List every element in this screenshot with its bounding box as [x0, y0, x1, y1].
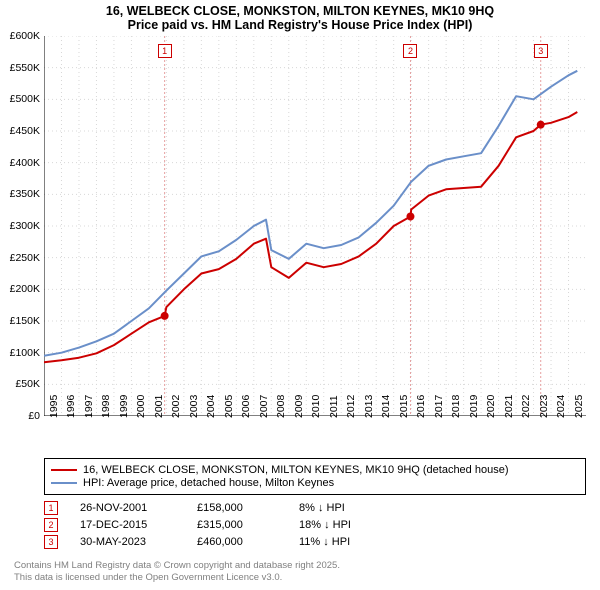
legend-label-price: 16, WELBECK CLOSE, MONKSTON, MILTON KEYN…	[83, 464, 509, 476]
legend-swatch-price	[51, 469, 77, 471]
x-tick-label: 1995	[48, 395, 60, 418]
x-tick-label: 2013	[363, 395, 375, 418]
footer: Contains HM Land Registry data © Crown c…	[14, 560, 586, 584]
x-tick-label: 2006	[240, 395, 252, 418]
x-tick-label: 2001	[153, 395, 165, 418]
x-tick-label: 1998	[100, 395, 112, 418]
x-tick-label: 1999	[118, 395, 130, 418]
y-tick-label: £550K	[10, 62, 40, 74]
line-chart	[44, 36, 586, 416]
chart-area: £0£50K£100K£150K£200K£250K£300K£350K£400…	[44, 36, 586, 416]
x-tick-label: 2005	[223, 395, 235, 418]
legend-label-hpi: HPI: Average price, detached house, Milt…	[83, 477, 334, 489]
title-line2: Price paid vs. HM Land Registry's House …	[10, 18, 590, 32]
x-tick-label: 2003	[188, 395, 200, 418]
y-tick-label: £0	[28, 410, 40, 422]
legend-box: 16, WELBECK CLOSE, MONKSTON, MILTON KEYN…	[44, 458, 586, 495]
y-tick-label: £50K	[15, 378, 40, 390]
sale-row: 1 26-NOV-2001 £158,000 8% ↓ HPI	[44, 501, 586, 515]
x-tick-label: 2004	[205, 395, 217, 418]
y-tick-label: £150K	[10, 315, 40, 327]
x-tick-label: 2016	[415, 395, 427, 418]
x-tick-label: 2022	[520, 395, 532, 418]
y-axis-labels: £0£50K£100K£150K£200K£250K£300K£350K£400…	[0, 36, 42, 416]
event-marker-1: 1	[158, 44, 172, 58]
x-tick-label: 2024	[555, 395, 567, 418]
legend-row-hpi: HPI: Average price, detached house, Milt…	[51, 477, 579, 489]
x-tick-label: 2011	[328, 395, 340, 418]
title-block: 16, WELBECK CLOSE, MONKSTON, MILTON KEYN…	[0, 0, 600, 34]
y-tick-label: £300K	[10, 220, 40, 232]
x-tick-label: 2012	[345, 395, 357, 418]
y-tick-label: £200K	[10, 283, 40, 295]
x-tick-label: 2002	[170, 395, 182, 418]
footer-line2: This data is licensed under the Open Gov…	[14, 572, 586, 584]
title-line1: 16, WELBECK CLOSE, MONKSTON, MILTON KEYN…	[10, 4, 590, 18]
legend-swatch-hpi	[51, 482, 77, 484]
sale-marker: 3	[44, 535, 58, 549]
x-tick-label: 1997	[83, 395, 95, 418]
legend-row-price: 16, WELBECK CLOSE, MONKSTON, MILTON KEYN…	[51, 464, 579, 476]
y-tick-label: £100K	[10, 347, 40, 359]
y-tick-label: £400K	[10, 157, 40, 169]
y-tick-label: £250K	[10, 252, 40, 264]
sale-date: 30-MAY-2023	[80, 536, 175, 548]
sale-price: £315,000	[197, 519, 277, 531]
sale-marker: 1	[44, 501, 58, 515]
x-tick-label: 2007	[258, 395, 270, 418]
y-tick-label: £600K	[10, 30, 40, 42]
x-tick-label: 1996	[65, 395, 77, 418]
x-axis-labels: 1995199619971998199920002001200220032004…	[44, 416, 586, 456]
x-tick-label: 2021	[503, 395, 515, 418]
x-tick-label: 2009	[293, 395, 305, 418]
x-tick-label: 2019	[468, 395, 480, 418]
chart-container: 16, WELBECK CLOSE, MONKSTON, MILTON KEYN…	[0, 0, 600, 590]
x-tick-label: 2017	[433, 395, 445, 418]
event-marker-2: 2	[403, 44, 417, 58]
sale-marker: 2	[44, 518, 58, 532]
x-tick-label: 2015	[398, 395, 410, 418]
x-tick-label: 2010	[310, 395, 322, 418]
x-tick-label: 2008	[275, 395, 287, 418]
x-tick-label: 2023	[538, 395, 550, 418]
sale-diff: 8% ↓ HPI	[299, 502, 389, 514]
sale-date: 26-NOV-2001	[80, 502, 175, 514]
sale-row: 3 30-MAY-2023 £460,000 11% ↓ HPI	[44, 535, 586, 549]
sale-date: 17-DEC-2015	[80, 519, 175, 531]
sales-table: 1 26-NOV-2001 £158,000 8% ↓ HPI 2 17-DEC-2015…	[44, 501, 586, 549]
footer-line1: Contains HM Land Registry data © Crown c…	[14, 560, 586, 572]
sale-price: £158,000	[197, 502, 277, 514]
sale-diff: 18% ↓ HPI	[299, 519, 389, 531]
sale-row: 2 17-DEC-2015 £315,000 18% ↓ HPI	[44, 518, 586, 532]
sale-price: £460,000	[197, 536, 277, 548]
x-tick-label: 2014	[380, 395, 392, 418]
y-tick-label: £450K	[10, 125, 40, 137]
sale-diff: 11% ↓ HPI	[299, 536, 389, 548]
y-tick-label: £350K	[10, 188, 40, 200]
event-marker-3: 3	[534, 44, 548, 58]
x-tick-label: 2000	[135, 395, 147, 418]
x-tick-label: 2018	[450, 395, 462, 418]
x-tick-label: 2020	[485, 395, 497, 418]
y-tick-label: £500K	[10, 93, 40, 105]
x-tick-label: 2025	[573, 395, 585, 418]
